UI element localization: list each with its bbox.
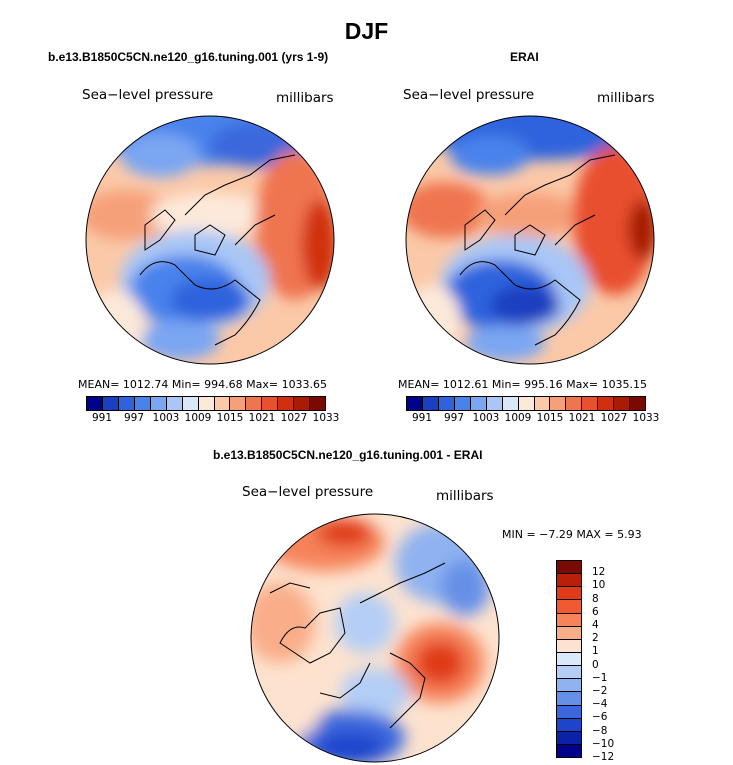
- diff-colorbar-tick-label: −12: [592, 751, 615, 763]
- diff-colorbar-tick-label: 2: [592, 632, 599, 645]
- model-colorbar-tick-label: 1003: [152, 412, 180, 424]
- obs-colorbar-swatch: [630, 397, 646, 410]
- obs-colorbar-swatch: [582, 397, 599, 410]
- obs-colorbar-swatch: [502, 397, 519, 410]
- diff-colorbar-swatch: [557, 744, 581, 758]
- obs-colorbar-swatch: [470, 397, 487, 410]
- diff-colorbar-tick-label: 8: [592, 592, 599, 605]
- model-colorbar-tick-label: 1015: [216, 412, 244, 424]
- obs-colorbar-swatch: [534, 397, 551, 410]
- diff-colorbar-swatch: [557, 679, 581, 693]
- obs-colorbar: [406, 396, 646, 411]
- diff-colorbar-tick-label: 12: [592, 566, 606, 579]
- diff-colorbar-tick-label: 6: [592, 605, 599, 618]
- model-colorbar-tick-label: 1027: [280, 412, 308, 424]
- model-units-label: millibars: [276, 90, 334, 106]
- diff-slp-polar-map: [250, 513, 500, 763]
- obs-colorbar-tick-label: 1027: [600, 412, 628, 424]
- diff-colorbar-swatch: [557, 666, 581, 680]
- obs-colorbar-tick-label: 1033: [632, 412, 660, 424]
- diff-colorbar-tick-label: 1: [592, 645, 599, 658]
- diff-colorbar-swatch: [557, 731, 581, 745]
- diff-colorbar-swatch: [557, 574, 581, 588]
- model-colorbar-swatch: [294, 397, 311, 410]
- model-colorbar-swatch: [262, 397, 279, 410]
- model-variable-label: Sea−level pressure: [82, 87, 214, 103]
- diff-colorbar-labels: 12 10 8 6 4 2 1 0 −1 −2 −4 −6 −8 −10 −12: [592, 560, 632, 763]
- obs-colorbar-tick-label: 1003: [472, 412, 500, 424]
- model-colorbar-tick-label: 991: [91, 412, 113, 424]
- model-slp-polar-map: [85, 115, 335, 365]
- model-colorbar-swatch: [214, 397, 231, 410]
- obs-colorbar-swatch: [407, 397, 423, 410]
- obs-colorbar-tick-label: 997: [443, 412, 465, 424]
- model-colorbar-swatch: [310, 397, 326, 410]
- obs-colorbar-swatch: [550, 397, 567, 410]
- model-colorbar-swatch: [150, 397, 167, 410]
- obs-colorbar-swatch: [614, 397, 631, 410]
- model-colorbar-swatch: [230, 397, 247, 410]
- diff-colorbar-swatch: [557, 692, 581, 706]
- obs-panel-title: ERAI: [510, 50, 539, 64]
- obs-colorbar-swatch: [566, 397, 583, 410]
- obs-colorbar-swatch: [598, 397, 615, 410]
- obs-colorbar-labels: 991 997 1003 1009 1015 1021 1027 1033: [406, 412, 659, 426]
- obs-units-label: millibars: [597, 90, 655, 106]
- obs-colorbar-tick-label: 1009: [504, 412, 532, 424]
- model-colorbar-swatch: [278, 397, 295, 410]
- obs-stats: MEAN= 1012.61 Min= 995.16 Max= 1035.15: [398, 378, 648, 391]
- diff-colorbar-swatch: [557, 587, 581, 601]
- obs-colorbar-tick-label: 991: [411, 412, 433, 424]
- model-colorbar-tick-label: 1021: [248, 412, 276, 424]
- diff-colorbar-tick-label: −4: [592, 698, 608, 711]
- diff-colorbar-swatch: [557, 652, 581, 667]
- diff-colorbar-swatch: [557, 600, 581, 614]
- obs-colorbar-swatch: [486, 397, 503, 410]
- diff-colorbar-tick-label: −6: [592, 711, 608, 724]
- obs-colorbar-swatch: [438, 397, 455, 410]
- model-colorbar-tick-label: 1033: [312, 412, 340, 424]
- diff-colorbar-tick-label: −10: [592, 737, 615, 750]
- model-colorbar-swatch: [118, 397, 135, 410]
- diff-stats: MIN = −7.29 MAX = 5.93: [502, 528, 642, 541]
- obs-variable-label: Sea−level pressure: [403, 87, 535, 103]
- model-colorbar-tick-label: 997: [123, 412, 145, 424]
- diff-colorbar-tick-label: 0: [592, 658, 599, 671]
- model-colorbar-swatch: [134, 397, 151, 410]
- diff-colorbar: [556, 560, 582, 758]
- obs-colorbar-tick-label: 1015: [536, 412, 564, 424]
- diff-colorbar-swatch: [557, 705, 581, 719]
- obs-colorbar-tick-label: 1021: [568, 412, 596, 424]
- diff-panel-title: b.e13.B1850C5CN.ne120_g16.tuning.001 - E…: [213, 448, 483, 462]
- diff-colorbar-tick-label: −1: [592, 671, 608, 684]
- obs-slp-polar-map: [405, 115, 655, 365]
- diff-colorbar-tick-label: 10: [592, 579, 606, 592]
- model-colorbar-tick-label: 1009: [184, 412, 212, 424]
- obs-colorbar-swatch: [454, 397, 471, 410]
- diff-units-label: millibars: [436, 488, 494, 504]
- figure-title: DJF: [344, 18, 389, 44]
- model-colorbar-swatch: [246, 397, 263, 410]
- diff-colorbar-swatch: [557, 626, 581, 640]
- diff-variable-label: Sea−level pressure: [242, 484, 374, 500]
- model-colorbar-swatch: [166, 397, 183, 410]
- diff-colorbar-swatch: [557, 718, 581, 732]
- model-stats: MEAN= 1012.74 Min= 994.68 Max= 1033.65: [78, 378, 328, 391]
- diff-colorbar-tick-label: −8: [592, 724, 608, 737]
- diff-colorbar-swatch: [557, 561, 581, 575]
- model-colorbar-swatch: [182, 397, 199, 410]
- model-colorbar-swatch: [87, 397, 103, 410]
- obs-colorbar-swatch: [422, 397, 439, 410]
- model-colorbar-swatch: [198, 397, 215, 410]
- diff-colorbar-tick-label: 4: [592, 619, 599, 631]
- model-panel-title: b.e13.B1850C5CN.ne120_g16.tuning.001 (yr…: [48, 50, 329, 64]
- model-colorbar-labels: 991 997 1003 1009 1015 1021 1027 1033: [86, 412, 339, 426]
- diff-colorbar-tick-label: −2: [592, 685, 608, 697]
- model-colorbar: [86, 396, 326, 411]
- obs-colorbar-swatch: [518, 397, 535, 410]
- model-colorbar-swatch: [102, 397, 119, 410]
- diff-colorbar-swatch: [557, 613, 581, 627]
- diff-colorbar-swatch: [557, 639, 581, 653]
